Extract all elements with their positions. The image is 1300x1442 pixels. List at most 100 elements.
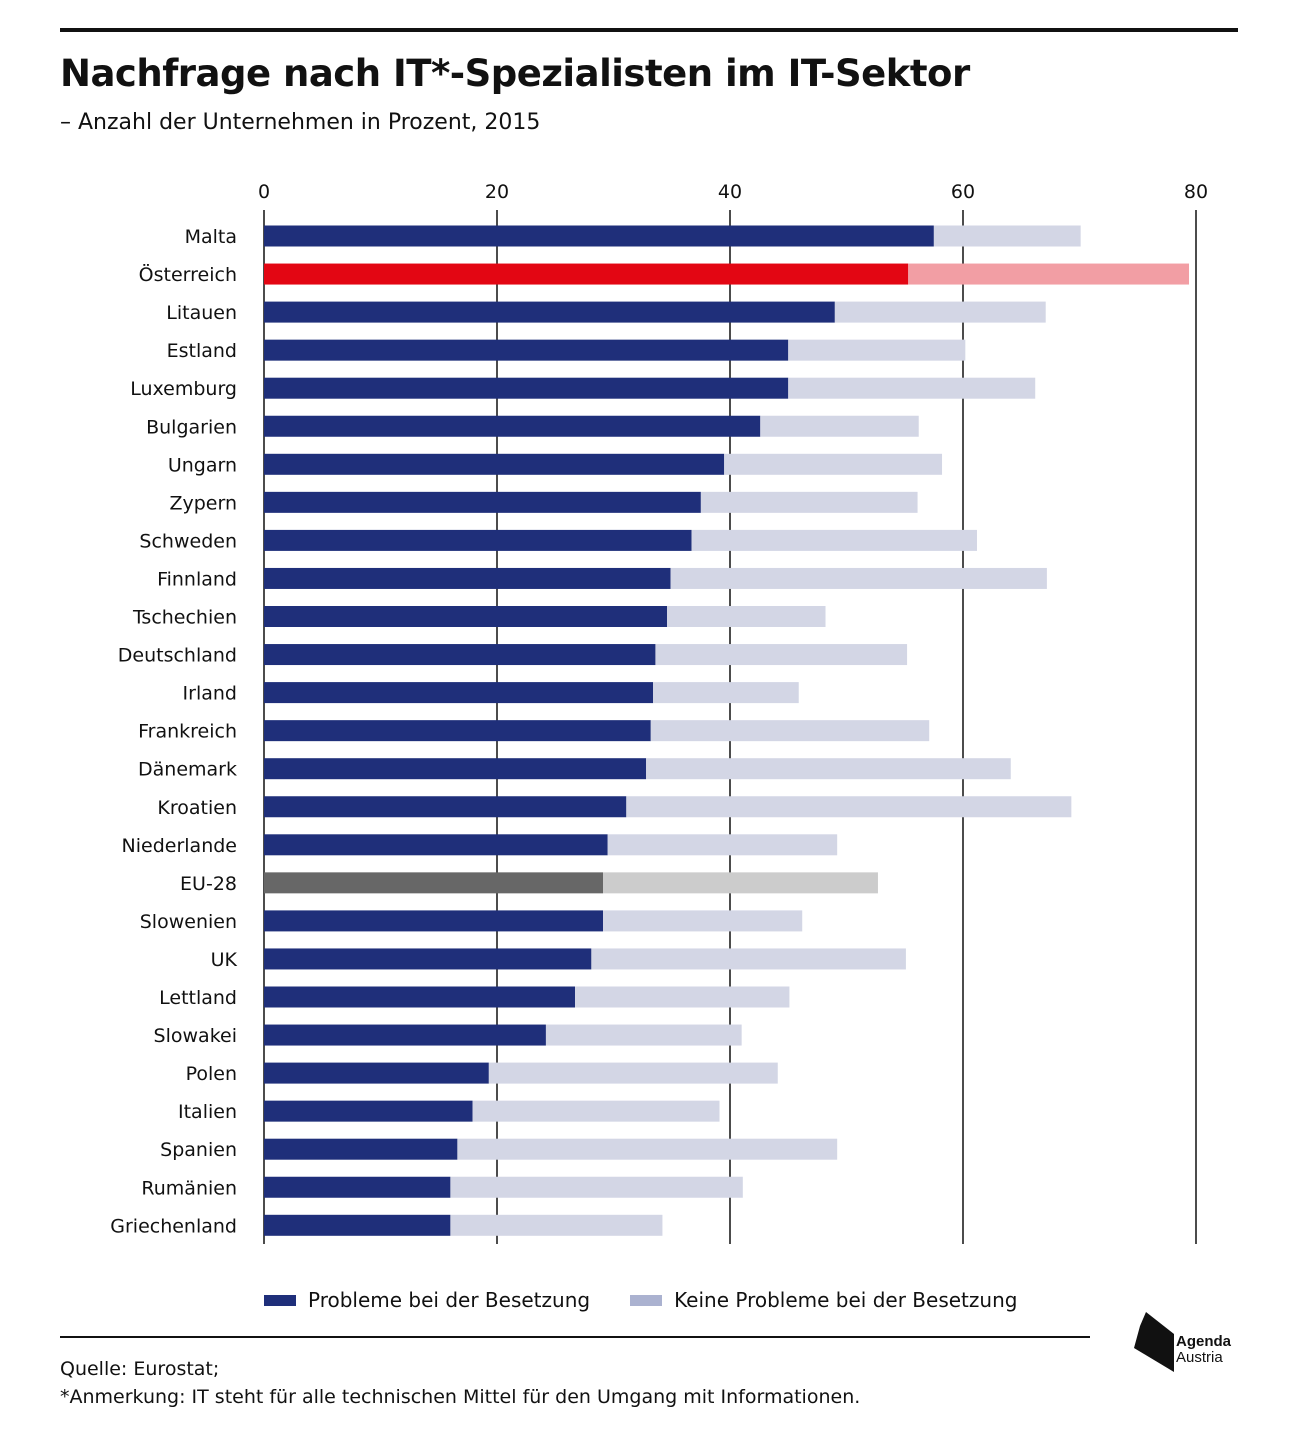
bar-spanien-probleme xyxy=(264,1138,458,1160)
legend: Probleme bei der Besetzung Keine Problem… xyxy=(264,1288,1057,1312)
category-label-zypern: Zypern xyxy=(169,492,237,514)
bar-eu-28-keine-probleme xyxy=(603,872,878,894)
bar-luxemburg-probleme xyxy=(264,377,789,399)
bar-rumaenien-keine-probleme xyxy=(450,1176,743,1198)
chart-subtitle: – Anzahl der Unternehmen in Prozent, 201… xyxy=(60,110,541,135)
bar-ungarn-keine-probleme xyxy=(724,453,943,475)
bar-rumaenien-probleme xyxy=(264,1176,451,1198)
category-label-frankreich: Frankreich xyxy=(138,721,237,743)
bottom-rule xyxy=(60,1336,1090,1338)
x-tick-label-20: 20 xyxy=(485,181,509,203)
bar-irland-keine-probleme xyxy=(653,682,799,704)
bar-schweden-keine-probleme xyxy=(691,529,977,551)
bar-bulgarien-probleme xyxy=(264,415,761,437)
category-label-italien: Italien xyxy=(178,1101,237,1123)
bar-italien-keine-probleme xyxy=(472,1100,720,1122)
logo-text-austria: Austria xyxy=(1176,1349,1223,1366)
x-tick-label-80: 80 xyxy=(1184,181,1208,203)
logo-text-agenda: Agenda xyxy=(1176,1333,1232,1350)
category-label-niederlande: Niederlande xyxy=(122,835,237,857)
category-label-griechenland: Griechenland xyxy=(110,1215,237,1237)
agenda-austria-logo: Agenda Austria xyxy=(1134,1310,1244,1380)
bar-bulgarien-keine-probleme xyxy=(760,415,919,437)
bar-kroatien-keine-probleme xyxy=(626,796,1072,818)
x-tick-label-60: 60 xyxy=(951,181,975,203)
bar-deutschland-probleme xyxy=(264,644,656,666)
bar-niederlande-probleme xyxy=(264,834,608,856)
bar-uk-probleme xyxy=(264,948,592,970)
bar-finnland-probleme xyxy=(264,567,671,589)
bar-chart: 0 20 40 60 80 Malta Österreich Litauen Estland Lu… xyxy=(110,181,1208,1244)
category-label-estland: Estland xyxy=(167,340,237,362)
bar-oesterreich-keine-probleme xyxy=(908,263,1190,285)
legend-swatch-no-problems xyxy=(630,1294,663,1306)
category-label-polen: Polen xyxy=(186,1063,237,1085)
category-label-oesterreich: Österreich xyxy=(139,263,237,286)
category-label-luxemburg: Luxemburg xyxy=(130,378,237,400)
bar-griechenland-probleme xyxy=(264,1214,451,1236)
category-label-finnland: Finnland xyxy=(157,568,237,590)
bar-lettland-keine-probleme xyxy=(575,986,790,1008)
bar-estland-keine-probleme xyxy=(788,339,966,361)
bar-slowenien-keine-probleme xyxy=(603,910,803,932)
top-rule xyxy=(60,28,1238,32)
bar-spanien-keine-probleme xyxy=(457,1138,838,1160)
category-label-eu-28: EU-28 xyxy=(180,873,237,895)
bar-tschechien-probleme xyxy=(264,606,668,627)
bar-niederlande-keine-probleme xyxy=(607,834,838,856)
x-tick-label-0: 0 xyxy=(258,181,270,203)
category-label-malta: Malta xyxy=(185,226,237,248)
category-label-tschechien: Tschechien xyxy=(132,607,237,629)
category-label-bulgarien: Bulgarien xyxy=(146,416,237,438)
bar-uk-keine-probleme xyxy=(591,948,906,970)
bar-frankreich-probleme xyxy=(264,720,651,742)
legend-item-problems: Probleme bei der Besetzung xyxy=(264,1288,590,1312)
bar-oesterreich-probleme xyxy=(264,263,909,285)
x-tick-label-40: 40 xyxy=(718,181,742,203)
bar-italien-probleme xyxy=(264,1100,473,1122)
bar-estland-probleme xyxy=(264,339,789,361)
bar-deutschland-keine-probleme xyxy=(655,644,908,666)
bar-eu-28-probleme xyxy=(264,872,604,894)
bar-polen-keine-probleme xyxy=(488,1062,778,1084)
category-label-slowakei: Slowakei xyxy=(154,1025,237,1047)
bar-luxemburg-keine-probleme xyxy=(788,377,1036,399)
bar-slowenien-probleme xyxy=(264,910,604,932)
bar-slowakei-keine-probleme xyxy=(545,1024,742,1046)
legend-item-no-problems: Keine Probleme bei der Besetzung xyxy=(630,1288,1017,1312)
category-label-uk: UK xyxy=(211,949,238,971)
bar-lettland-probleme xyxy=(264,986,576,1008)
category-label-spanien: Spanien xyxy=(160,1139,237,1161)
chart-title: Nachfrage nach IT*-Spezialisten im IT-Se… xyxy=(60,52,970,95)
bar-polen-probleme xyxy=(264,1062,489,1084)
bar-zypern-keine-probleme xyxy=(700,491,918,513)
bar-tschechien-keine-probleme xyxy=(667,606,826,627)
bar-litauen-probleme xyxy=(264,301,835,323)
legend-label-problems: Probleme bei der Besetzung xyxy=(308,1288,591,1312)
category-label-schweden: Schweden xyxy=(139,530,237,552)
footnote: *Anmerkung: IT steht für alle technische… xyxy=(60,1386,861,1408)
bar-ungarn-probleme xyxy=(264,453,725,475)
bar-malta-probleme xyxy=(264,225,934,247)
bar-griechenland-keine-probleme xyxy=(450,1214,663,1236)
bar-malta-keine-probleme xyxy=(933,225,1081,247)
bar-frankreich-keine-probleme xyxy=(650,720,930,742)
bar-slowakei-probleme xyxy=(264,1024,546,1046)
category-label-kroatien: Kroatien xyxy=(157,797,237,819)
bar-zypern-probleme xyxy=(264,491,701,513)
source-note: Quelle: Eurostat; xyxy=(60,1358,220,1380)
category-label-litauen: Litauen xyxy=(166,302,237,324)
bar-schweden-probleme xyxy=(264,529,692,551)
category-label-irland: Irland xyxy=(183,683,237,705)
bar-finnland-keine-probleme xyxy=(670,567,1047,589)
logo-mark-icon xyxy=(1134,1312,1174,1372)
bar-kroatien-probleme xyxy=(264,796,627,818)
category-label-deutschland: Deutschland xyxy=(118,645,237,667)
category-label-daenemark: Dänemark xyxy=(138,759,237,781)
category-label-rumaenien: Rumänien xyxy=(141,1177,237,1199)
bar-litauen-keine-probleme xyxy=(834,301,1046,323)
bar-daenemark-keine-probleme xyxy=(646,758,1011,780)
legend-swatch-problems xyxy=(264,1294,296,1306)
category-label-slowenien: Slowenien xyxy=(140,911,237,933)
bar-irland-probleme xyxy=(264,682,654,704)
